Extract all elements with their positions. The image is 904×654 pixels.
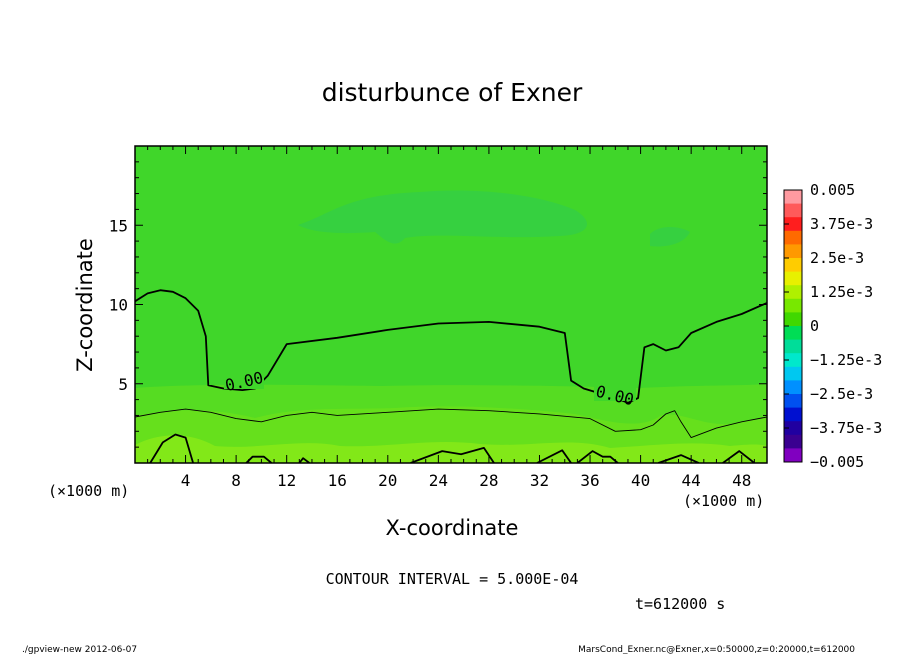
- contour-label-bg: [224, 373, 264, 389]
- contour-lower-line: [245, 455, 273, 463]
- colorbar-labels: 0.005 3.75e-3 2.5e-3 1.25e-3 0 −1.25e-3 −2.5e-…: [784, 181, 882, 471]
- colorbar-swatch: [784, 203, 802, 218]
- x-tick-label: 32: [530, 471, 549, 490]
- colorbar-swatch: [784, 298, 802, 313]
- contour-lower-line: [410, 447, 495, 463]
- contour-lower-line: [298, 457, 310, 463]
- colorbar-swatch: [784, 448, 802, 463]
- field-faint-negative-patch-right: [650, 227, 690, 247]
- field-faint-negative-patch: [298, 190, 587, 244]
- contour-lower-line: [576, 450, 619, 463]
- x-tick-label: 8: [231, 471, 241, 490]
- y-tick-label: 5: [118, 375, 128, 394]
- colorbar-label: 1.25e-3: [810, 283, 873, 301]
- footer-right: MarsCond_Exner.nc@Exner,x=0:50000,z=0:20…: [578, 645, 855, 654]
- colorbar-label: −1.25e-3: [810, 351, 882, 369]
- colorbar-swatch: [784, 271, 802, 286]
- contour-lower-line: [135, 408, 767, 439]
- colorbar-swatch: [784, 380, 802, 395]
- colorbar-label: −3.75e-3: [810, 419, 882, 437]
- colorbar-swatch: [784, 339, 802, 354]
- colorbar-swatch: [784, 366, 802, 381]
- x-tick-label: 12: [277, 471, 296, 490]
- x-axis-title: X-coordinate: [386, 516, 519, 540]
- colorbar-label: 0.005: [810, 181, 855, 199]
- colorbar-swatch: [784, 353, 802, 368]
- x-tick-label: 24: [429, 471, 448, 490]
- colorbar-label: 0: [810, 317, 819, 335]
- time-label: t=612000 s: [635, 595, 725, 613]
- y-axis-title: Z-coordinate: [73, 238, 97, 372]
- x-tick-label: 28: [479, 471, 498, 490]
- x-tick-label: 48: [732, 471, 751, 490]
- colorbar-swatch: [784, 421, 802, 436]
- contour-zero-line: [135, 289, 767, 404]
- contour-lower-line: [149, 433, 194, 463]
- colorbar-swatch: [784, 407, 802, 422]
- contour-interval-text: CONTOUR INTERVAL = 5.000E-04: [326, 570, 579, 588]
- colorbar: [784, 190, 802, 463]
- colorbar-swatch: [784, 190, 802, 204]
- x-tick-label: 40: [631, 471, 650, 490]
- colorbar-swatch: [784, 230, 802, 245]
- x-axis-unit: (×1000 m): [683, 492, 764, 510]
- colorbar-swatch: [784, 217, 802, 232]
- y-tick-label: 10: [109, 296, 128, 315]
- y-tick-label: 15: [109, 216, 128, 235]
- x-tick-label: 20: [378, 471, 397, 490]
- x-tick-label: 16: [328, 471, 347, 490]
- y-axis-unit: (×1000 m): [48, 482, 129, 500]
- colorbar-label: −0.005: [810, 453, 864, 471]
- colorbar-swatch: [784, 434, 802, 449]
- x-tick-label: 36: [580, 471, 599, 490]
- colorbar-swatch: [784, 258, 802, 272]
- contour-label-bg: [594, 385, 636, 401]
- contour-lower-line: [722, 450, 755, 463]
- colorbar-swatch: [784, 394, 802, 408]
- chart-title: disturbunce of Exner: [322, 78, 583, 107]
- colorbar-swatch: [784, 285, 802, 300]
- colorbar-label: 3.75e-3: [810, 215, 873, 233]
- contour-lower-line: [536, 449, 572, 463]
- contour-lines: [135, 289, 767, 463]
- colorbar-label: −2.5e-3: [810, 385, 873, 403]
- colorbar-label: 2.5e-3: [810, 249, 864, 267]
- colorbar-swatch: [784, 326, 802, 340]
- colorbar-swatch: [784, 244, 802, 259]
- filled-field: [135, 146, 767, 463]
- x-tick-label: 44: [682, 471, 701, 490]
- footer-left: ./gpview-new 2012-06-07: [22, 645, 137, 654]
- x-tick-label: 4: [181, 471, 191, 490]
- colorbar-swatch: [784, 312, 802, 327]
